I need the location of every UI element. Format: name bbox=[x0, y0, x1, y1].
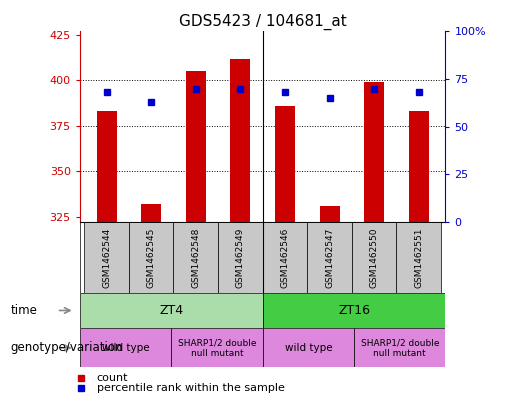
Text: count: count bbox=[97, 373, 128, 383]
Text: SHARP1/2 double
null mutant: SHARP1/2 double null mutant bbox=[178, 338, 256, 358]
Bar bbox=[354, 328, 445, 367]
Bar bbox=[275, 106, 295, 222]
Text: ZT16: ZT16 bbox=[338, 304, 370, 317]
Text: genotype/variation: genotype/variation bbox=[10, 341, 123, 354]
Bar bbox=[218, 222, 263, 293]
Bar bbox=[186, 72, 206, 222]
Text: wild type: wild type bbox=[102, 343, 149, 353]
Text: percentile rank within the sample: percentile rank within the sample bbox=[97, 383, 284, 393]
Bar bbox=[364, 82, 384, 222]
Bar bbox=[174, 222, 218, 293]
Text: GSM1462546: GSM1462546 bbox=[281, 227, 289, 288]
Bar bbox=[397, 222, 441, 293]
Bar bbox=[352, 222, 397, 293]
Bar bbox=[129, 222, 174, 293]
Text: GSM1462545: GSM1462545 bbox=[147, 227, 156, 288]
Bar bbox=[141, 204, 161, 222]
Bar bbox=[263, 222, 307, 293]
Text: SHARP1/2 double
null mutant: SHARP1/2 double null mutant bbox=[360, 338, 439, 358]
Bar bbox=[80, 293, 263, 328]
Bar bbox=[263, 328, 354, 367]
Text: wild type: wild type bbox=[285, 343, 332, 353]
Bar bbox=[319, 206, 339, 222]
Bar bbox=[263, 293, 445, 328]
Bar bbox=[409, 111, 429, 222]
Bar bbox=[80, 328, 171, 367]
Title: GDS5423 / 104681_at: GDS5423 / 104681_at bbox=[179, 14, 347, 30]
Text: time: time bbox=[10, 304, 37, 317]
Text: GSM1462549: GSM1462549 bbox=[236, 227, 245, 288]
Bar bbox=[171, 328, 263, 367]
Text: GSM1462544: GSM1462544 bbox=[102, 227, 111, 288]
Text: GSM1462550: GSM1462550 bbox=[370, 227, 379, 288]
Bar bbox=[307, 222, 352, 293]
Text: ZT4: ZT4 bbox=[159, 304, 183, 317]
Text: GSM1462548: GSM1462548 bbox=[191, 227, 200, 288]
Bar bbox=[230, 59, 250, 222]
Text: GSM1462547: GSM1462547 bbox=[325, 227, 334, 288]
Bar bbox=[84, 222, 129, 293]
Text: GSM1462551: GSM1462551 bbox=[414, 227, 423, 288]
Bar bbox=[96, 111, 116, 222]
